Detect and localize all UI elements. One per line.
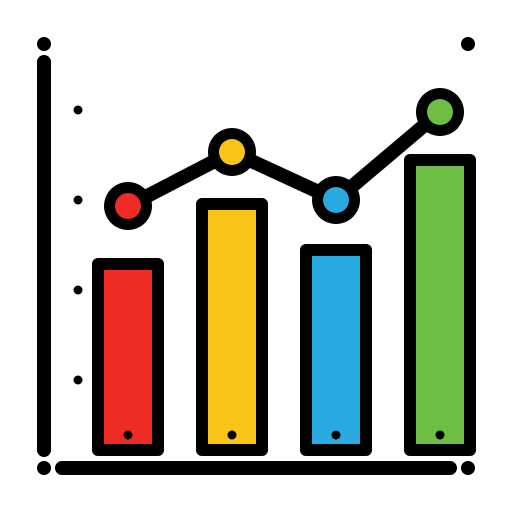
trend-line — [128, 112, 440, 206]
bar-2 — [202, 204, 262, 450]
frame-corner-dot — [37, 37, 51, 51]
marker-fill-2 — [219, 139, 245, 165]
x-tick-dot — [228, 431, 237, 440]
bar-line-chart-icon — [0, 0, 512, 512]
frame-corner-dot — [461, 37, 475, 51]
y-tick-dot — [74, 196, 83, 205]
bar-4 — [410, 160, 470, 450]
y-tick-dot — [74, 286, 83, 295]
marker-fill-3 — [323, 187, 349, 213]
y-tick-dot — [74, 106, 83, 115]
x-tick-dot — [124, 431, 133, 440]
frame-corner-dot — [461, 461, 475, 475]
bar-3 — [306, 250, 366, 450]
bar-1 — [98, 264, 158, 450]
y-tick-dot — [74, 376, 83, 385]
x-tick-dot — [436, 431, 445, 440]
x-tick-dot — [332, 431, 341, 440]
marker-fill-1 — [115, 193, 141, 219]
frame-corner-dot — [37, 461, 51, 475]
marker-fill-4 — [427, 99, 453, 125]
